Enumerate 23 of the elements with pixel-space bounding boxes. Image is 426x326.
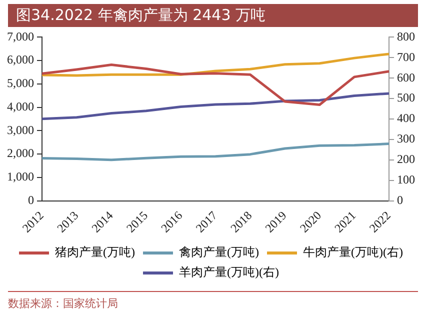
y-tick-label: 1,000 <box>7 170 34 184</box>
y-tick-label: 4,000 <box>7 99 34 114</box>
y-tick-label: 6,000 <box>7 52 34 67</box>
y-tick-label: 5,000 <box>7 76 34 90</box>
chart-title: 图34.2022 年禽肉产量为 2443 万吨 <box>8 4 418 27</box>
legend-label: 牛肉产量(万吨)(右) <box>303 245 403 260</box>
y-tick-label: 7,000 <box>7 29 34 44</box>
source-note: 数据来源：国家统计局 <box>8 296 119 311</box>
y2-tick-label: 100 <box>397 172 415 187</box>
y2-tick-label: 0 <box>397 193 403 208</box>
y-tick-label: 3,000 <box>7 122 34 137</box>
legend-label: 猪肉产量(万吨) <box>55 245 136 260</box>
y2-tick-label: 500 <box>397 90 415 105</box>
y2-tick-label: 400 <box>397 111 415 126</box>
y2-tick-label: 200 <box>397 152 415 166</box>
y-tick-label: 0 <box>28 193 34 208</box>
y2-tick-label: 600 <box>397 70 415 84</box>
y2-tick-label: 300 <box>397 132 415 146</box>
y2-tick-label: 700 <box>397 50 415 64</box>
y-tick-label: 2,000 <box>7 146 34 160</box>
legend-label: 羊肉产量(万吨)(右) <box>179 265 279 280</box>
legend-label: 禽肉产量(万吨) <box>179 245 260 260</box>
y2-tick-label: 800 <box>397 29 415 44</box>
